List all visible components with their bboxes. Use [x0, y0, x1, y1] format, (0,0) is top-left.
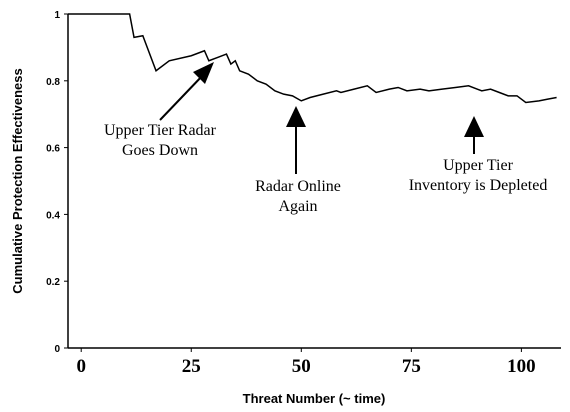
y-axis-label: Cumulative Protection Effectiveness: [10, 68, 25, 293]
x-tick-label: 25: [182, 356, 201, 377]
y-tick-label: 0.2: [46, 277, 60, 288]
arrows: [159, 62, 484, 174]
arrow-head: [286, 106, 306, 127]
x-tick-label: 75: [402, 356, 421, 377]
annotation: Radar Online: [255, 178, 341, 195]
arrow-head: [193, 62, 214, 84]
y-tick-label: 0.6: [46, 144, 60, 155]
y-tick-label: 0.8: [46, 77, 60, 88]
x-tick-label: 100: [507, 356, 536, 377]
x-tick-label: 0: [76, 356, 86, 377]
line: [68, 13, 557, 104]
y-tick-label: 0.4: [46, 210, 60, 221]
annotation: Inventory is Depleted: [409, 177, 548, 194]
annotation: Upper Tier Radar: [104, 122, 217, 139]
x-tick-label: 50: [292, 356, 311, 377]
y-tick-label: 1: [54, 10, 60, 21]
x-axis-label: Threat Number (~ time): [243, 391, 386, 406]
annotation: Again: [278, 198, 317, 215]
arrow-head: [464, 116, 484, 137]
arrow: [159, 73, 205, 121]
annotation: Goes Down: [122, 142, 198, 159]
y-tick-label: 0: [54, 344, 60, 355]
annotation: Upper Tier: [443, 157, 513, 174]
